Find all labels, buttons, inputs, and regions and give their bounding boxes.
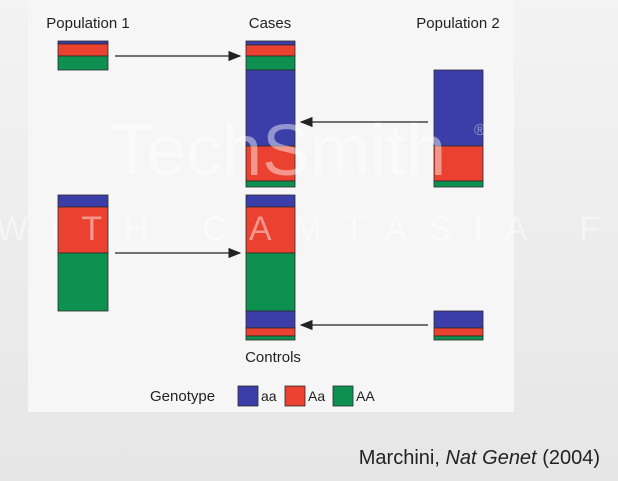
genotype-segment [57, 43, 109, 57]
pop1-controls-block [57, 194, 109, 312]
genotype-segment [245, 44, 296, 57]
genotype-segment [245, 180, 296, 188]
cases-block [245, 40, 296, 188]
watermark-mark: ® [474, 122, 486, 139]
genotype-segment [245, 55, 296, 71]
genotype-segment [245, 69, 296, 147]
citation-author: Marchini, [359, 447, 440, 469]
genotype-segment [433, 327, 484, 337]
genotype-segment [245, 194, 296, 208]
legend-swatch [332, 385, 354, 407]
label-controls: Controls [245, 349, 301, 366]
legend: Genotype aa Aa AA [150, 385, 375, 407]
citation-journal: Nat Genet [445, 447, 538, 469]
legend-swatch [284, 385, 306, 407]
pop2-controls-block [433, 310, 484, 341]
legend-label: aa [261, 388, 277, 404]
genotype-segment [433, 310, 484, 329]
genotype-segment [245, 40, 296, 46]
genotype-segment [433, 69, 484, 147]
genotype-segment [57, 55, 109, 71]
label-cases: Cases [249, 15, 292, 32]
genotype-segment [433, 145, 484, 182]
watermark-banner: WITH CAMTASIA FREE TRIAL [0, 210, 618, 248]
watermark: TechSmith ® WITH CAMTASIA FREE TRIAL [0, 111, 618, 248]
watermark-brand: TechSmith [110, 111, 446, 191]
pop1-cases-block [57, 40, 109, 71]
genotype-segment [433, 335, 484, 341]
legend-label: AA [356, 388, 375, 404]
genotype-segment [57, 40, 109, 45]
legend-title: Genotype [150, 388, 215, 405]
genotype-segment [245, 327, 296, 337]
genotype-segment [245, 335, 296, 341]
genotype-segment [245, 145, 296, 182]
pop2-cases-block [433, 69, 484, 188]
citation: Marchini, Nat Genet (2004) [359, 447, 600, 469]
genotype-segment [57, 206, 109, 254]
citation-year: (2004) [542, 447, 600, 469]
label-population1: Population 1 [46, 15, 129, 32]
legend-swatch [237, 385, 259, 407]
genotype-segment [245, 206, 296, 254]
genotype-segment [57, 194, 109, 208]
legend-label: Aa [308, 388, 325, 404]
label-population2: Population 2 [416, 15, 499, 32]
genotype-segment [245, 310, 296, 329]
genotype-segment [245, 252, 296, 312]
genotype-segment [57, 252, 109, 312]
genotype-segment [433, 180, 484, 188]
controls-block [245, 194, 296, 341]
